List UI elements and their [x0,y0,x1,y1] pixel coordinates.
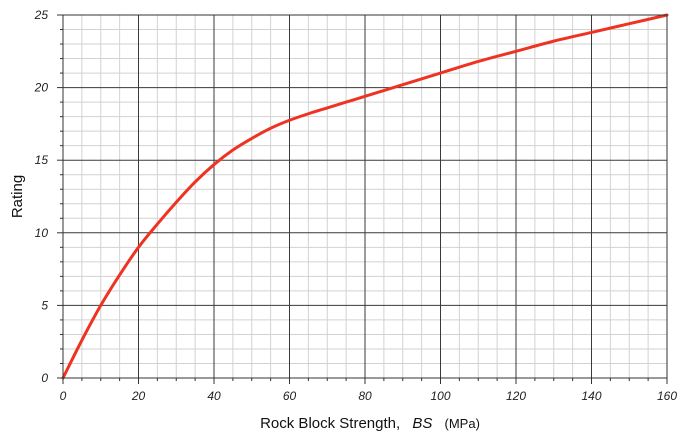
rating-curve [61,13,669,380]
x-axis-title-symbol: BS [412,415,432,432]
x-tick-label: 160 [657,389,677,403]
x-axis-title-prefix: Rock Block Strength, [260,415,400,432]
y-tick-label: 0 [41,371,48,385]
x-tick-label: 120 [506,389,526,403]
x-axis-ticks: 0 20 40 60 80 100 120 140 160 [60,378,677,403]
y-axis-ticks: 0 5 10 15 20 25 [34,8,63,385]
series-layer [61,13,669,380]
x-tick-label: 100 [430,389,450,403]
x-axis-title-unit: (MPa) [445,416,480,431]
x-tick-label: 0 [60,389,67,403]
x-tick-label: 20 [131,389,146,403]
y-tick-label: 5 [41,298,48,312]
y-tick-label: 25 [34,8,49,22]
x-axis-title: Rock Block Strength, BS (MPa) [260,415,480,432]
x-tick-label: 40 [207,389,221,403]
x-tick-label: 60 [283,389,297,403]
x-tick-label: 140 [581,389,601,403]
x-tick-label: 80 [358,389,372,403]
y-tick-label: 15 [35,153,49,167]
major-grid [62,14,668,379]
y-tick-label: 20 [34,81,49,95]
y-tick-label: 10 [35,226,49,240]
y-axis-title: Rating [9,175,26,218]
